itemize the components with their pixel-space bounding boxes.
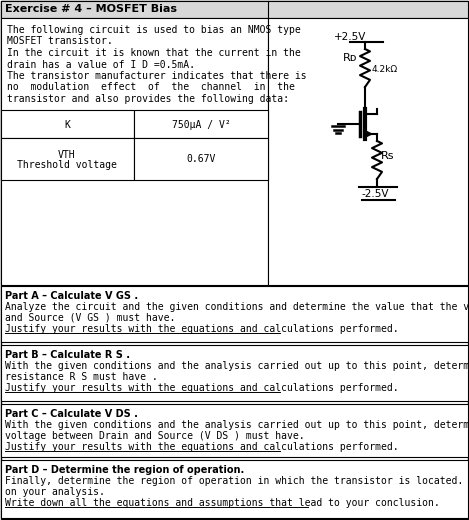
Text: Part B – Calculate R S .: Part B – Calculate R S . bbox=[5, 350, 130, 360]
Bar bbox=[1, 1, 468, 18]
Bar bbox=[1, 345, 468, 401]
Text: Justify your results with the equations and calculations performed.: Justify your results with the equations … bbox=[5, 324, 399, 334]
Text: Part A – Calculate V GS .: Part A – Calculate V GS . bbox=[5, 291, 138, 301]
Bar bbox=[1, 110, 134, 137]
Text: Exercise # 4 – MOSFET Bias: Exercise # 4 – MOSFET Bias bbox=[5, 4, 177, 14]
Bar bbox=[134, 137, 268, 179]
Text: Analyze the circuit and the given conditions and determine the value that the vo: Analyze the circuit and the given condit… bbox=[5, 302, 469, 312]
Text: Justify your results with the equations and calculations performed.: Justify your results with the equations … bbox=[5, 442, 399, 452]
Text: drain has a value of I D =0.5mA.: drain has a value of I D =0.5mA. bbox=[7, 59, 195, 70]
Text: MOSFET transistor.: MOSFET transistor. bbox=[7, 36, 113, 46]
Text: 750μA / V²: 750μA / V² bbox=[172, 120, 230, 129]
Text: voltage between Drain and Source (V DS ) must have.: voltage between Drain and Source (V DS )… bbox=[5, 431, 305, 441]
Text: VTH: VTH bbox=[58, 150, 76, 160]
Bar bbox=[1, 137, 134, 179]
Text: resistance R S must have .: resistance R S must have . bbox=[5, 372, 158, 382]
Bar bbox=[1, 286, 468, 342]
Text: transistor and also provides the following data:: transistor and also provides the followi… bbox=[7, 94, 289, 104]
Text: Rs: Rs bbox=[381, 151, 394, 161]
Bar bbox=[1, 460, 468, 518]
Text: In the circuit it is known that the current in the: In the circuit it is known that the curr… bbox=[7, 48, 301, 58]
Text: 0.67V: 0.67V bbox=[186, 154, 216, 164]
Text: With the given conditions and the analysis carried out up to this point, determi: With the given conditions and the analys… bbox=[5, 420, 469, 430]
Text: 4.2kΩ: 4.2kΩ bbox=[372, 65, 398, 74]
Text: K: K bbox=[64, 120, 70, 129]
Text: With the given conditions and the analysis carried out up to this point, determi: With the given conditions and the analys… bbox=[5, 361, 469, 371]
Bar bbox=[1, 404, 468, 457]
Text: no  modulation  effect  of  the  channel  in  the: no modulation effect of the channel in t… bbox=[7, 83, 295, 93]
Text: Part D – Determine the region of operation.: Part D – Determine the region of operati… bbox=[5, 465, 244, 475]
Text: on your analysis.: on your analysis. bbox=[5, 487, 105, 497]
Text: Justify your results with the equations and calculations performed.: Justify your results with the equations … bbox=[5, 383, 399, 393]
Text: Part C – Calculate V DS .: Part C – Calculate V DS . bbox=[5, 409, 138, 419]
Text: Threshold voltage: Threshold voltage bbox=[17, 160, 117, 170]
Bar bbox=[268, 18, 468, 285]
Text: -2.5V: -2.5V bbox=[362, 189, 389, 199]
Text: and Source (V GS ) must have.: and Source (V GS ) must have. bbox=[5, 313, 175, 323]
Text: The following circuit is used to bias an NMOS type: The following circuit is used to bias an… bbox=[7, 25, 301, 35]
Text: +2.5V: +2.5V bbox=[334, 32, 366, 42]
Bar bbox=[1, 18, 268, 285]
Text: The transistor manufacturer indicates that there is: The transistor manufacturer indicates th… bbox=[7, 71, 307, 81]
Bar bbox=[134, 110, 268, 137]
Text: Write down all the equations and assumptions that lead to your conclusion.: Write down all the equations and assumpt… bbox=[5, 498, 440, 508]
Text: Rᴅ: Rᴅ bbox=[343, 53, 357, 63]
Text: Finally, determine the region of operation in which the transistor is located. J: Finally, determine the region of operati… bbox=[5, 476, 469, 486]
